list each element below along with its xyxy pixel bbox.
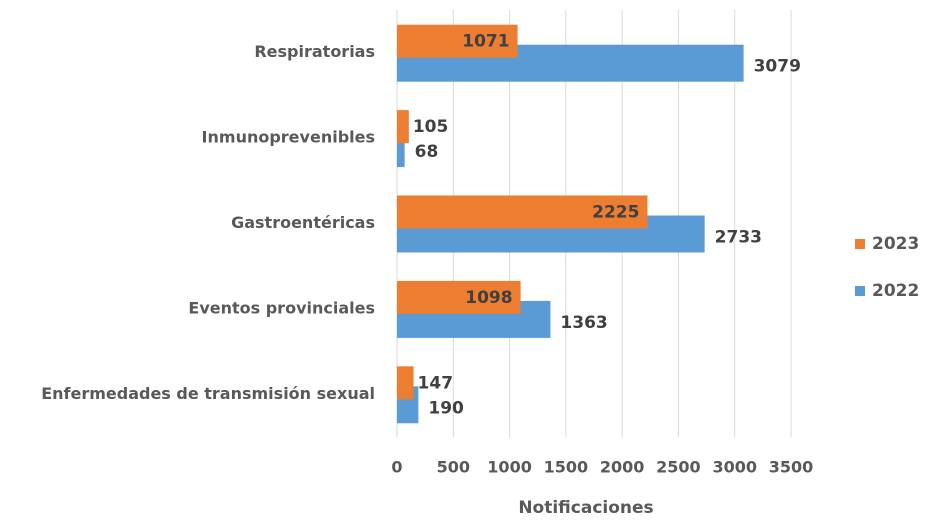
value-label: 3079 xyxy=(754,57,801,77)
bar xyxy=(397,195,648,229)
bar xyxy=(397,130,405,168)
x-tick-label: 1500 xyxy=(544,458,589,477)
x-tick-label: 1000 xyxy=(487,458,532,477)
bar xyxy=(397,366,414,400)
x-tick-label: 3500 xyxy=(769,458,814,477)
bar xyxy=(397,24,518,58)
x-tick-label: 0 xyxy=(391,458,402,477)
legend-swatch xyxy=(855,239,865,249)
value-label: 2733 xyxy=(715,228,762,248)
value-label: 2225 xyxy=(592,203,639,223)
x-axis-title: Notificaciones xyxy=(518,498,653,518)
x-tick-label: 3000 xyxy=(712,458,757,477)
x-tick-label: 500 xyxy=(437,458,470,477)
value-label: 68 xyxy=(415,142,439,162)
value-label: 105 xyxy=(413,117,449,137)
y-tick-label: Eventos provinciales xyxy=(188,298,375,317)
value-label: 190 xyxy=(428,398,464,418)
y-tick-label: Enfermedades de transmisión sexual xyxy=(41,384,375,403)
legend-label: 2023 xyxy=(872,234,919,254)
y-tick-label: Inmunoprevenibles xyxy=(202,128,375,147)
bar xyxy=(397,110,409,144)
y-tick-label: Gastroentéricas xyxy=(231,213,375,232)
bar xyxy=(397,280,521,314)
value-label: 1363 xyxy=(560,313,607,333)
y-tick-label: Respiratorias xyxy=(254,42,375,61)
x-tick-label: 2000 xyxy=(600,458,645,477)
legend-label: 2022 xyxy=(872,281,919,301)
value-label: 1098 xyxy=(465,288,512,308)
value-label: 147 xyxy=(418,373,454,393)
legend-swatch xyxy=(855,286,865,296)
x-tick-label: 2500 xyxy=(656,458,701,477)
value-label: 1071 xyxy=(462,32,509,52)
